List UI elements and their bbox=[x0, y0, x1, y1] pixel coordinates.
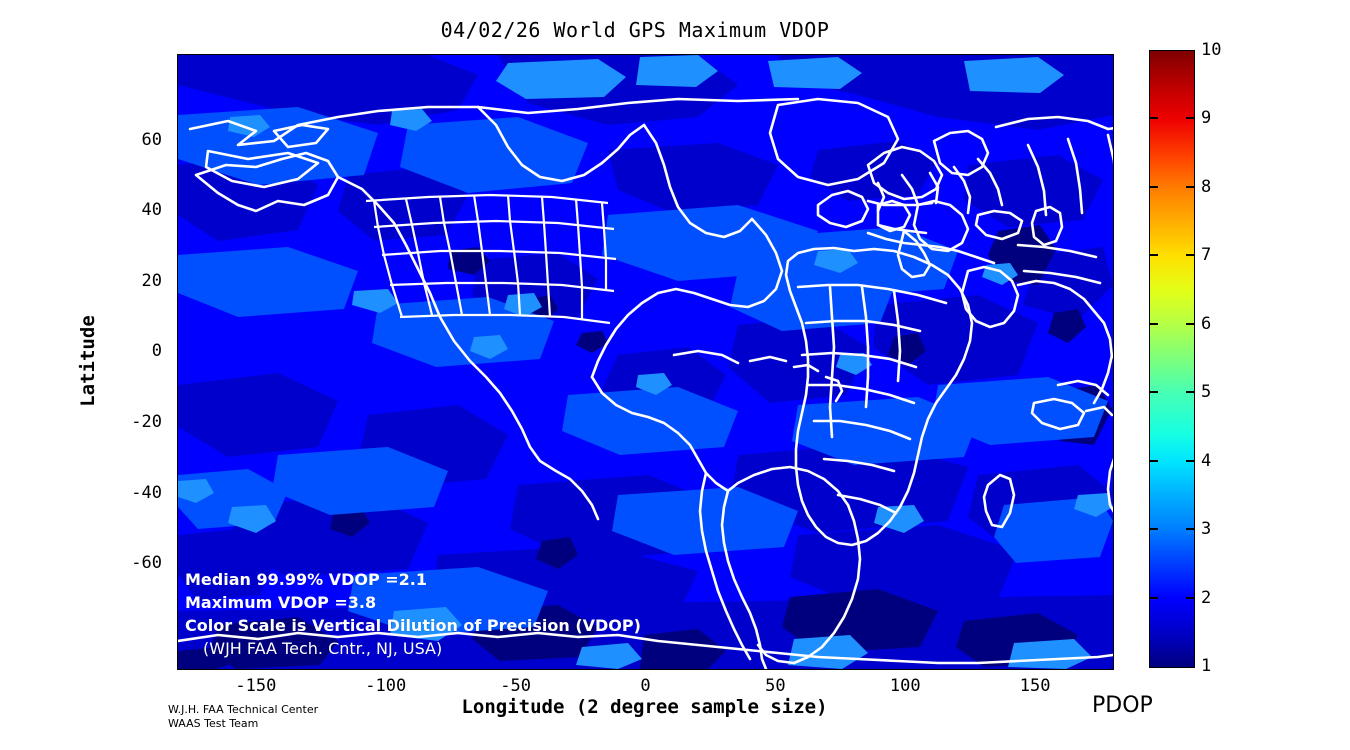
colorbar-tick-mark bbox=[1186, 528, 1194, 531]
x-tick-label: 50 bbox=[765, 676, 786, 696]
x-tick-label: -50 bbox=[500, 676, 531, 696]
colorbar-gradient bbox=[1149, 50, 1195, 668]
x-tick-label: -150 bbox=[235, 676, 277, 696]
colorbar-tick-mark bbox=[1186, 459, 1194, 462]
vdop-band-medium bbox=[178, 107, 1113, 635]
y-tick-label: 20 bbox=[141, 270, 162, 291]
colorbar-tick-mark bbox=[1186, 254, 1194, 257]
y-tick-label: 40 bbox=[141, 200, 162, 221]
colorbar-tick-mark bbox=[1186, 322, 1194, 325]
y-tick-label: -20 bbox=[131, 411, 162, 432]
map-plot-area[interactable]: Median 99.99% VDOP =2.1 Maximum VDOP =3.… bbox=[177, 54, 1114, 670]
colorbar-tick-label: 2 bbox=[1201, 587, 1212, 608]
y-tick-label: -40 bbox=[131, 482, 162, 503]
colorbar-container: 10 9 8 7 6 5 4 3 2 1 bbox=[1149, 40, 1221, 676]
x-axis-label: Longitude (2 degree sample size) bbox=[461, 696, 828, 718]
world-coastlines bbox=[178, 97, 1113, 669]
x-tick-label: 100 bbox=[889, 676, 921, 696]
colorbar-tick-mark bbox=[1150, 391, 1158, 394]
colorbar-tick-label: 5 bbox=[1201, 382, 1212, 403]
colorbar-tick-label: 1 bbox=[1201, 656, 1212, 676]
colorbar-tick-mark bbox=[1150, 528, 1158, 531]
colorbar-tick-mark bbox=[1150, 185, 1158, 188]
x-tick-label: -100 bbox=[365, 676, 407, 696]
annotation-median-vdop: Median 99.99% VDOP =2.1 bbox=[185, 570, 427, 589]
colorbar-tick-mark bbox=[1150, 459, 1158, 462]
colorbar-tick-label: 9 bbox=[1201, 108, 1212, 129]
vdop-heatmap bbox=[178, 55, 1113, 669]
vdop-band-light bbox=[178, 55, 1113, 669]
annotation-maximum-vdop: Maximum VDOP =3.8 bbox=[185, 593, 377, 612]
y-tick-label: 60 bbox=[141, 129, 162, 150]
colorbar-tick-mark bbox=[1186, 391, 1194, 394]
colorbar-title: PDOP bbox=[1092, 693, 1153, 718]
colorbar-tick-mark bbox=[1150, 254, 1158, 257]
annotation-source: (WJH FAA Tech. Cntr., NJ, USA) bbox=[203, 639, 443, 658]
colorbar-tick-label: 10 bbox=[1201, 40, 1222, 60]
colorbar-tick-mark bbox=[1150, 322, 1158, 325]
colorbar-tick-mark bbox=[1186, 185, 1194, 188]
map-annotations: Median 99.99% VDOP =2.1 Maximum VDOP =3.… bbox=[185, 568, 641, 660]
colorbar-tick-mark bbox=[1150, 596, 1158, 599]
colorbar-tick-mark bbox=[1186, 596, 1194, 599]
footer-line-2: WAAS Test Team bbox=[168, 717, 259, 730]
page-title: 04/02/26 World GPS Maximum VDOP bbox=[440, 18, 830, 42]
colorbar-tick-mark bbox=[1150, 117, 1158, 120]
footer-credit: W.J.H. FAA Technical Center WAAS Test Te… bbox=[168, 703, 318, 731]
x-tick-label: 150 bbox=[1019, 676, 1051, 696]
us-state-borders bbox=[365, 193, 617, 325]
footer-line-1: W.J.H. FAA Technical Center bbox=[168, 703, 319, 716]
colorbar-tick-label: 6 bbox=[1201, 313, 1212, 334]
y-tick-label: -60 bbox=[131, 553, 162, 574]
y-tick-label: 0 bbox=[151, 341, 162, 362]
colorbar-tick-label: 4 bbox=[1201, 450, 1212, 471]
x-tick-label: 0 bbox=[640, 676, 651, 696]
colorbar-tick-mark bbox=[1186, 117, 1194, 120]
colorbar-tick-label: 7 bbox=[1201, 245, 1212, 266]
y-axis-label: Latitude bbox=[77, 315, 99, 407]
colorbar-tick-label: 8 bbox=[1201, 176, 1212, 197]
colorbar-tick-label: 3 bbox=[1201, 519, 1212, 540]
annotation-color-scale: Color Scale is Vertical Dilution of Prec… bbox=[185, 616, 641, 635]
